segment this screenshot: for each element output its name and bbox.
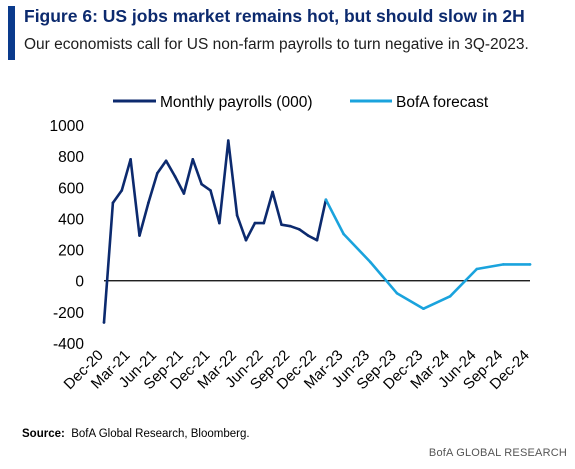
payrolls-data-point bbox=[102, 321, 106, 324]
forecast-data-point bbox=[422, 307, 425, 311]
forecast-data-point bbox=[395, 291, 399, 295]
title-accent-bar bbox=[8, 6, 15, 60]
payrolls-data-point bbox=[173, 175, 177, 178]
payrolls-data-point bbox=[226, 139, 230, 142]
y-tick-label: 800 bbox=[58, 149, 84, 166]
forecast-data-point bbox=[368, 260, 372, 264]
payrolls-data-point bbox=[182, 192, 186, 195]
payrolls-data-point bbox=[235, 214, 239, 217]
legend-label-forecast: BofA forecast bbox=[396, 94, 489, 111]
payrolls-data-point bbox=[262, 221, 266, 225]
payrolls-data-point bbox=[253, 221, 257, 225]
payrolls-data-point bbox=[218, 221, 221, 225]
y-tick-label: 400 bbox=[58, 211, 84, 228]
source-text: BofA Global Research, Bloomberg. bbox=[71, 428, 250, 440]
payrolls-data-point bbox=[129, 157, 132, 161]
forecast-data-point bbox=[502, 263, 505, 266]
forecast-data-point bbox=[324, 198, 328, 202]
payrolls-data-point bbox=[191, 157, 195, 161]
forecast-data-point bbox=[475, 267, 479, 271]
payrolls-data-point bbox=[155, 171, 159, 175]
y-tick-label: -400 bbox=[53, 336, 84, 353]
figure-title: Figure 6: US jobs market remains hot, bu… bbox=[24, 6, 525, 26]
payrolls-data-point bbox=[315, 238, 319, 242]
payrolls-data-point bbox=[111, 201, 115, 205]
y-tick-label: 0 bbox=[75, 274, 84, 291]
payrolls-data-point bbox=[164, 159, 168, 163]
payrolls-data-point bbox=[200, 182, 203, 186]
y-tick-label: 200 bbox=[58, 243, 84, 260]
payrolls-data-point bbox=[138, 234, 141, 237]
payrolls-data-point bbox=[297, 228, 301, 231]
payrolls-data-point bbox=[271, 190, 274, 194]
figure-subtitle: Our economists call for US non-farm payr… bbox=[24, 36, 529, 53]
payrolls-data-point bbox=[147, 201, 150, 205]
forecast-data-point bbox=[528, 263, 532, 266]
y-tick-label: -200 bbox=[53, 305, 84, 322]
source-label: Source: bbox=[22, 428, 65, 440]
payrolls-data-point bbox=[306, 234, 310, 237]
payrolls-series-line bbox=[102, 139, 328, 324]
y-tick-label: 600 bbox=[58, 180, 84, 197]
payrolls-data-point bbox=[209, 189, 212, 192]
forecast-data-point bbox=[448, 294, 452, 298]
payrolls-data-point bbox=[289, 224, 292, 228]
legend-label-payrolls: Monthly payrolls (000) bbox=[160, 94, 312, 111]
forecast-data-point bbox=[342, 232, 345, 236]
forecast-series-line bbox=[324, 198, 532, 311]
source-note: Source: BofA Global Research, Bloomberg. bbox=[22, 428, 250, 440]
payrolls-data-point bbox=[120, 189, 124, 192]
payrolls-data-point bbox=[244, 238, 248, 242]
payrolls-data-point bbox=[280, 223, 283, 226]
research-credit: BofA GLOBAL RESEARCH bbox=[428, 447, 567, 459]
y-tick-label: 1000 bbox=[50, 118, 85, 135]
